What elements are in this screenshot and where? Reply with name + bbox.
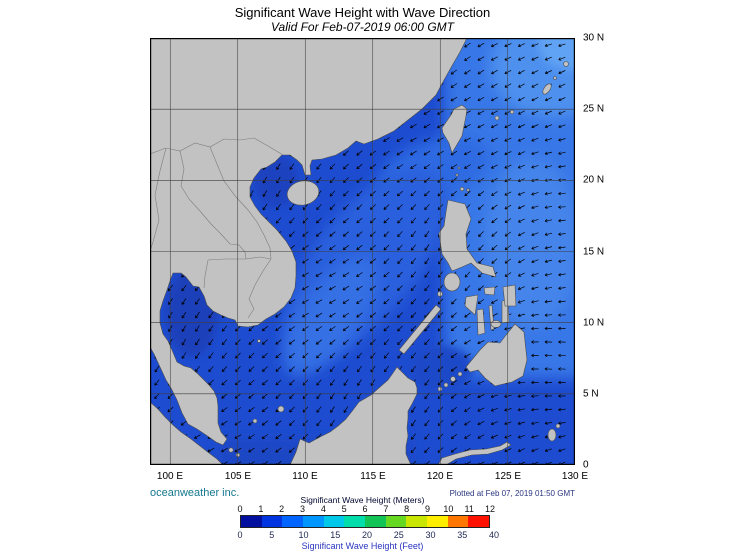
island-masbate — [483, 286, 496, 296]
wave-map — [150, 38, 575, 465]
colorbar-ticks-feet: 0 5 10 15 20 25 30 35 40 — [237, 530, 500, 540]
colorbar-segment — [427, 516, 448, 527]
colorbar-feet-tick: 35 — [457, 530, 468, 540]
ryukyu-ishigaki — [494, 115, 500, 121]
colorbar-feet-tick: 5 — [269, 530, 275, 540]
colorbar-segment — [261, 516, 283, 527]
sulu-islands — [450, 376, 456, 382]
babuyan-islands — [466, 188, 470, 192]
island-sumatra — [150, 401, 224, 465]
colorbar-meters-tick: 1 — [258, 504, 264, 514]
x-tick-label: 100 E — [156, 471, 184, 482]
y-tick-label: 20 N — [583, 174, 605, 186]
x-tick-label: 125 E — [494, 471, 522, 482]
island-panay — [464, 294, 479, 316]
island-halmahera — [547, 428, 557, 442]
colorbar-meters-tick: 5 — [341, 504, 347, 514]
colorbar-segment — [406, 516, 428, 527]
ryukyu-okinawa — [542, 83, 552, 95]
colorbar-feet-tick: 15 — [330, 530, 341, 540]
colorbar-meters-tick: 9 — [424, 504, 431, 514]
y-tick-label: 0 — [583, 459, 589, 471]
colorbar-segment — [241, 516, 262, 527]
colorbar-feet-tick: 10 — [298, 530, 309, 540]
colorbar-title-feet: Significant Wave Height (Feet) — [301, 541, 424, 551]
island-mindoro — [443, 272, 461, 292]
x-tick-label: 105 E — [224, 471, 252, 482]
x-tick-label: 115 E — [360, 471, 386, 482]
colorbar-feet-tick: 20 — [361, 530, 373, 540]
colorbar-title-meters: Significant Wave Height (Meters) — [300, 495, 425, 505]
colorbar-meters-tick: 0 — [237, 504, 243, 514]
page-title: Significant Wave Height with Wave Direct… — [234, 5, 491, 20]
colorbar-meters-tick: 6 — [362, 504, 368, 514]
island-luzon — [438, 199, 497, 278]
island-taiwan — [441, 104, 468, 154]
colorbar-segment — [385, 516, 407, 527]
colorbar-segment — [365, 516, 386, 527]
colorbar-meters-tick: 8 — [404, 504, 410, 514]
colorbar-feet-tick: 25 — [393, 530, 404, 540]
colorbar-meters-tick: 11 — [464, 504, 474, 514]
sulu-islands — [457, 371, 463, 377]
grid-lines — [150, 38, 575, 465]
ryukyu-miyako — [509, 109, 515, 115]
y-tick-label: 30 N — [583, 32, 605, 44]
island-anambas — [252, 418, 258, 424]
colorbar-segment — [303, 516, 324, 527]
colorbar-feet-tick: 0 — [237, 530, 243, 540]
x-tick-label: 130 E — [561, 471, 589, 482]
y-tick-label: 25 N — [583, 103, 605, 115]
x-axis: 100 E 105 E 110 E 115 E 120 E 125 E 130 E — [150, 471, 588, 485]
map-frame — [150, 38, 575, 465]
colorbar-meters-tick: 10 — [443, 504, 454, 514]
island-sulawesi-arm — [437, 441, 512, 465]
colorbar-segment — [447, 516, 469, 527]
valid-time-subtitle: Valid For Feb-07-2019 06:00 GMT — [271, 20, 454, 34]
babuyan-islands — [459, 186, 465, 192]
colorbar-meters-tick: 4 — [320, 504, 326, 514]
island-borneo — [289, 366, 418, 465]
land-mainland-asia — [150, 38, 468, 446]
plotted-timestamp: Plotted at Feb 07, 2019 01:50 GMT — [449, 489, 575, 498]
ryukyu-amami — [563, 61, 569, 67]
island-mindanao — [465, 323, 528, 387]
colorbar-ticks-meters: 0 1 2 3 4 5 6 7 8 9 10 11 12 — [237, 504, 495, 514]
x-tick-label: 120 E — [426, 471, 454, 482]
batanes-islands — [457, 166, 461, 170]
colorbar-bar — [240, 515, 490, 528]
ryukyu-small — [553, 76, 557, 80]
colorbar-segment — [344, 516, 366, 527]
colorbar-feet-tick: 30 — [425, 530, 436, 540]
island-bohol — [490, 320, 502, 328]
colorbar-segment — [282, 516, 304, 527]
colorbar-meters-tick: 12 — [484, 504, 496, 514]
batanes-islands — [455, 173, 459, 177]
colorbar-meters-tick: 3 — [299, 504, 306, 514]
island-negros — [476, 308, 486, 336]
colorbar-meters-tick: 7 — [383, 504, 389, 514]
land-group — [150, 38, 569, 465]
island-natuna — [277, 405, 285, 413]
island-palawan — [398, 304, 442, 355]
y-tick-label: 10 N — [583, 317, 605, 329]
y-axis: 30 N 25 N 20 N 15 N 10 N 5 N 0 — [583, 33, 628, 471]
island-morotai — [555, 423, 561, 429]
x-tick-label: 110 E — [292, 471, 318, 482]
colorbar-segment — [323, 516, 345, 527]
credit-text: oceanweather inc. — [150, 487, 240, 499]
y-tick-label: 15 N — [583, 246, 605, 258]
colorbar-feet-tick: 40 — [488, 530, 500, 540]
y-tick-label: 5 N — [583, 388, 599, 400]
island-con-son — [257, 339, 261, 343]
riau-islands — [228, 447, 234, 453]
colorbar-segment — [468, 516, 490, 527]
colorbar-meters-tick: 2 — [279, 504, 285, 514]
island-samar — [502, 284, 517, 307]
sulu-islands — [443, 382, 449, 388]
